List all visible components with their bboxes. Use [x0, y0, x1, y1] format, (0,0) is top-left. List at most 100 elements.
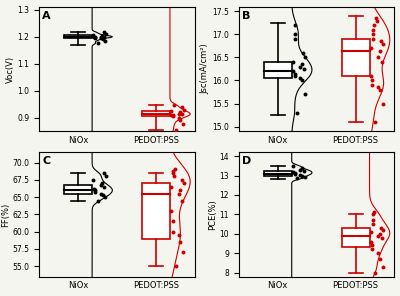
Y-axis label: Voc(V): Voc(V)	[6, 55, 14, 83]
Point	[92, 189, 98, 194]
Point	[102, 38, 109, 43]
Bar	[142, 111, 170, 116]
Point	[378, 60, 385, 65]
Point	[373, 16, 379, 21]
Point	[300, 51, 307, 55]
Point	[99, 181, 106, 186]
Point	[290, 69, 296, 74]
Point	[170, 174, 177, 179]
Bar	[264, 62, 292, 78]
Point	[291, 73, 298, 78]
Point	[299, 173, 305, 178]
Point	[294, 176, 301, 181]
Point	[172, 264, 179, 268]
Text: A: A	[42, 11, 51, 20]
Point	[92, 35, 98, 39]
Point	[369, 83, 376, 88]
Point	[290, 169, 296, 174]
Point	[170, 168, 176, 173]
Point	[179, 111, 185, 116]
Point	[376, 231, 383, 236]
Point	[176, 191, 182, 196]
Bar	[64, 35, 92, 38]
Point	[92, 36, 98, 40]
Point	[92, 188, 98, 193]
Point	[178, 178, 185, 182]
Point	[99, 37, 106, 42]
Point	[177, 110, 183, 115]
Point	[370, 212, 376, 217]
Point	[370, 28, 376, 32]
Point	[371, 210, 378, 215]
Point	[299, 78, 305, 83]
Point	[291, 170, 298, 175]
Point	[101, 185, 108, 190]
Point	[170, 114, 176, 119]
Point	[372, 120, 378, 124]
Point	[299, 165, 305, 170]
Point	[368, 73, 374, 78]
Point	[375, 251, 382, 256]
Point	[102, 195, 109, 200]
Point	[368, 239, 374, 244]
Point	[170, 170, 176, 175]
Point	[378, 39, 384, 44]
Point	[290, 163, 296, 168]
Point	[370, 32, 376, 37]
Point	[99, 193, 106, 197]
Point	[90, 33, 96, 38]
Point	[168, 109, 174, 113]
Point	[177, 240, 184, 244]
Point	[302, 92, 308, 97]
Point	[380, 41, 386, 46]
Text: C: C	[42, 156, 50, 166]
Point	[168, 112, 175, 117]
Point	[376, 48, 383, 53]
Text: D: D	[242, 156, 251, 166]
Point	[170, 229, 176, 234]
Point	[101, 30, 107, 35]
Point	[302, 175, 308, 180]
Point	[176, 111, 182, 116]
Point	[102, 31, 109, 36]
Point	[375, 234, 382, 238]
Point	[99, 34, 106, 38]
Point	[297, 167, 304, 172]
Point	[297, 76, 304, 81]
Point	[378, 235, 385, 240]
Point	[95, 41, 101, 46]
Point	[172, 167, 178, 172]
Point	[371, 23, 378, 28]
Point	[292, 37, 298, 41]
Point	[380, 228, 386, 232]
Point	[291, 71, 298, 76]
Bar	[342, 228, 370, 247]
Point	[178, 104, 185, 109]
Point	[98, 183, 104, 188]
Point	[170, 219, 176, 224]
Point	[369, 243, 376, 248]
Point	[98, 34, 104, 39]
Point	[301, 168, 307, 173]
Point	[375, 55, 382, 60]
Point	[290, 60, 296, 65]
Point	[370, 222, 376, 226]
Point	[90, 186, 97, 191]
Point	[377, 257, 383, 261]
Point	[179, 198, 185, 203]
Point	[378, 226, 384, 230]
Point	[180, 181, 187, 186]
Point	[374, 18, 380, 23]
Point	[375, 85, 382, 90]
Point	[101, 34, 108, 39]
Point	[369, 78, 376, 83]
Point	[172, 128, 179, 132]
Point	[102, 174, 109, 179]
Point	[301, 67, 307, 71]
Point	[369, 247, 376, 252]
Point	[380, 265, 386, 269]
Point	[377, 87, 383, 92]
Y-axis label: FF(%): FF(%)	[1, 202, 10, 226]
Point	[176, 115, 182, 120]
Y-axis label: PCE(%): PCE(%)	[208, 199, 217, 230]
